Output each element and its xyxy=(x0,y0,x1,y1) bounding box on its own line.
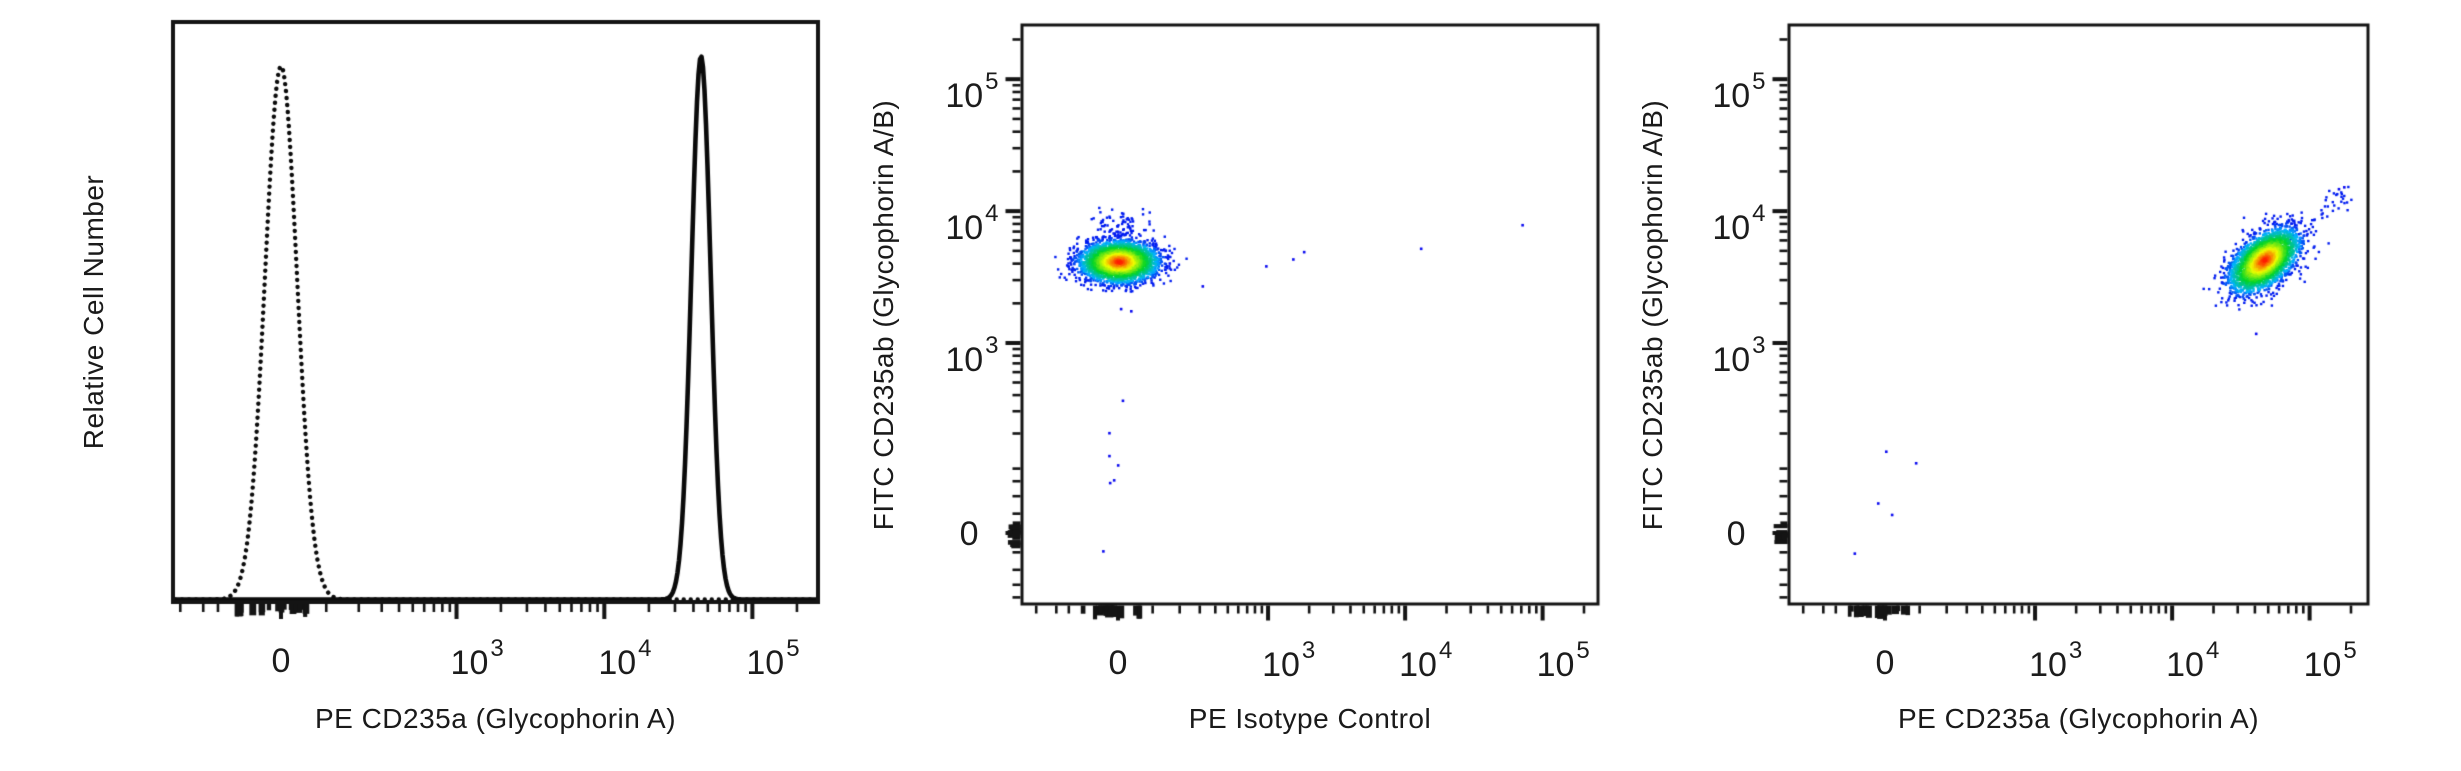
tick-label: 105 xyxy=(1536,636,1590,684)
tick-label: 105 xyxy=(945,68,999,116)
tick-label: 103 xyxy=(945,332,999,379)
tick-label: 104 xyxy=(945,200,999,248)
tick-label: 0 xyxy=(1108,643,1128,682)
tick-label: 0 xyxy=(271,642,291,680)
tick-label: 0 xyxy=(959,515,979,553)
tick-label: 104 xyxy=(598,635,652,682)
tick-label: 105 xyxy=(2303,636,2357,684)
x-axis-label: PE Isotype Control xyxy=(1188,703,1432,734)
tick-label: 104 xyxy=(1712,200,1766,248)
x-axis-label: PE CD235a (Glycophorin A) xyxy=(314,703,677,734)
tick-label: 103 xyxy=(2029,636,2083,684)
tick-label: 103 xyxy=(450,635,504,682)
tick-label: 105 xyxy=(1712,68,1766,116)
tick-label: 105 xyxy=(746,635,800,682)
tick-label: 103 xyxy=(1262,636,1316,684)
tick-label: 104 xyxy=(1399,636,1453,684)
tick-label: 0 xyxy=(1875,643,1895,682)
x-axis-label: PE CD235a (Glycophorin A) xyxy=(1897,703,2260,734)
tick-label: 104 xyxy=(2166,636,2220,684)
tick-label: 0 xyxy=(1726,515,1746,553)
tick-label: 103 xyxy=(1712,332,1766,379)
y-axis-label: Relative Cell Number xyxy=(78,174,109,450)
